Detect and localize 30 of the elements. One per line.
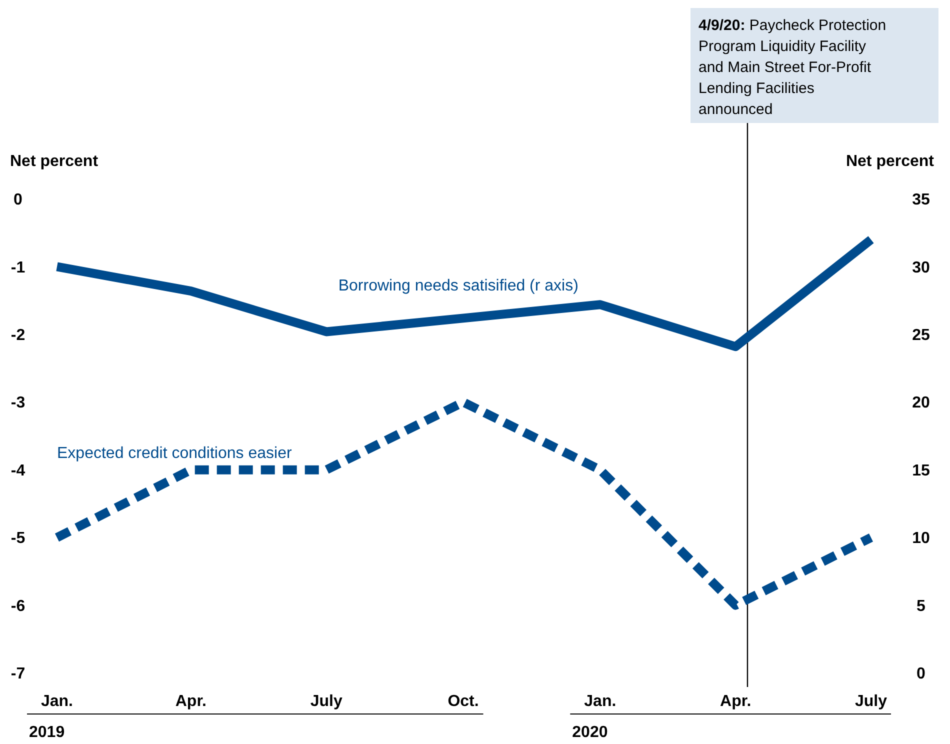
x-tick-label: Apr. [720,693,752,710]
y-tick-label: -7 [10,666,26,683]
y2-tick-label: 25 [912,327,930,344]
y-tick-label: -6 [10,598,26,615]
y2-tick-label: 10 [912,530,930,548]
x-tick-label: July [854,693,888,710]
y2-tick-label: 5 [916,598,926,615]
x-tick-label: Apr. [175,693,206,710]
y-tick-label: 0 [14,192,23,209]
series-label: Expected credit conditions easier [57,444,292,462]
x-tick-label: July [310,693,342,710]
y2-tick-label: 35 [912,192,930,209]
y-axis-title: Net percent [10,153,99,170]
y-tick-label: -4 [10,462,26,480]
text: 2019 [29,724,65,741]
text: 2020 [572,724,608,741]
ref-line-label: 4/9/20: Paycheck Protection Program Liquidity Facility and Main Street For-Profit Lending Facilities announced [698,17,886,118]
y-tick-label: -1 [10,259,26,276]
y2-tick-label: 20 [912,394,930,412]
x-tick-label: Oct. [448,693,479,710]
y2-tick-label: 15 [912,462,930,480]
x-tick-label: Jan. [584,693,616,710]
series-label: Borrowing needs satisified (r axis) [338,278,578,295]
y2-tick-label: 0 [916,666,926,683]
x-tick-label: Jan. [40,693,74,710]
y-tick-label: -2 [10,327,26,344]
y-tick-label: -3 [10,394,26,412]
y2-axis-title: Net percent [846,153,935,170]
y-tick-label: -5 [10,530,26,548]
y2-tick-label: 30 [912,259,930,276]
